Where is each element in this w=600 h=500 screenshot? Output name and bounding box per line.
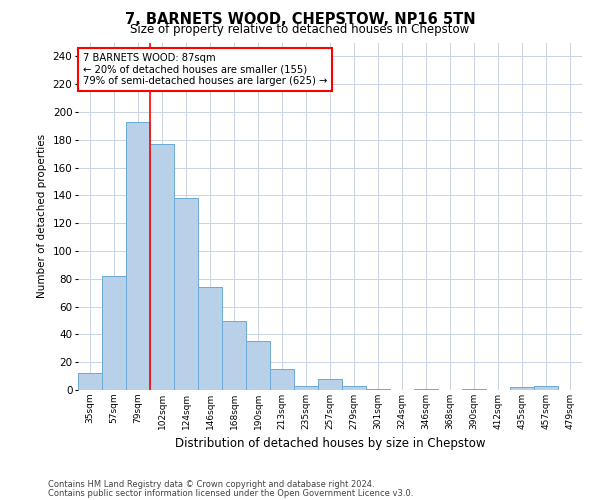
Bar [246,342,270,390]
Text: Contains public sector information licensed under the Open Government Licence v3: Contains public sector information licen… [48,489,413,498]
Bar [198,287,222,390]
Bar [270,369,294,390]
Text: Size of property relative to detached houses in Chepstow: Size of property relative to detached ho… [130,22,470,36]
Bar [150,144,174,390]
X-axis label: Distribution of detached houses by size in Chepstow: Distribution of detached houses by size … [175,438,485,450]
Bar [342,386,366,390]
Bar [174,198,198,390]
Bar [462,388,486,390]
Bar [414,388,438,390]
Bar [222,320,246,390]
Bar [510,387,534,390]
Bar [366,388,390,390]
Bar [318,379,342,390]
Bar [126,122,150,390]
Bar [78,374,102,390]
Text: Contains HM Land Registry data © Crown copyright and database right 2024.: Contains HM Land Registry data © Crown c… [48,480,374,489]
Bar [534,386,558,390]
Bar [102,276,126,390]
Text: 7, BARNETS WOOD, CHEPSTOW, NP16 5TN: 7, BARNETS WOOD, CHEPSTOW, NP16 5TN [125,12,475,28]
Bar [294,386,318,390]
Text: 7 BARNETS WOOD: 87sqm
← 20% of detached houses are smaller (155)
79% of semi-det: 7 BARNETS WOOD: 87sqm ← 20% of detached … [83,53,328,86]
Y-axis label: Number of detached properties: Number of detached properties [37,134,47,298]
